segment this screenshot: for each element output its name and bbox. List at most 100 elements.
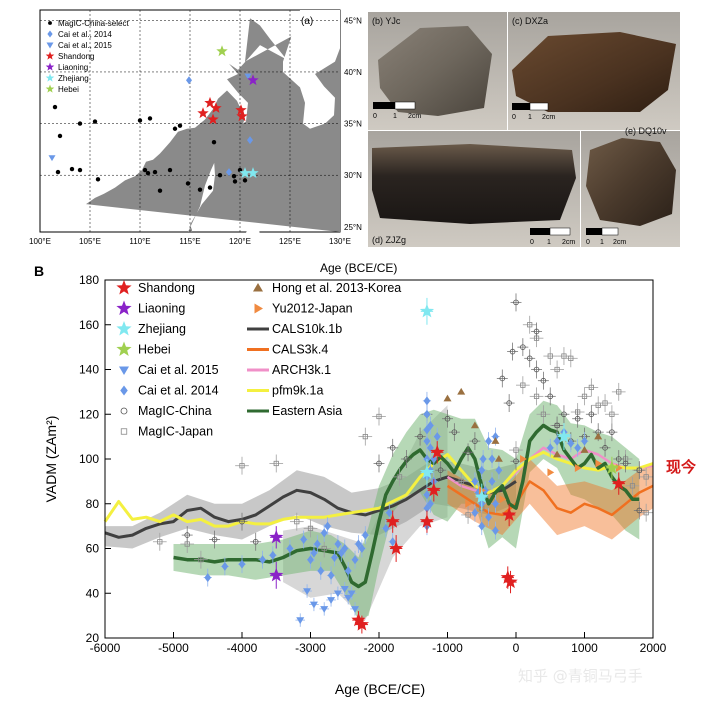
legend-label: CALS3k.4 (272, 343, 328, 357)
cai2014-point (358, 544, 366, 553)
map-lat-tick: 45°N (344, 16, 362, 25)
cai2014-point (567, 438, 575, 448)
star-liaoning (269, 567, 284, 582)
map-point-magic (197, 187, 203, 192)
cai2015-point (344, 594, 353, 602)
yu-japan-point (595, 459, 603, 468)
star-shandong (389, 541, 404, 555)
rock-sample-d (372, 144, 576, 224)
magic-china-point (451, 429, 458, 435)
map-point-magic (231, 174, 237, 179)
present-annotation: 现今 (666, 458, 696, 476)
legend-label: Hong et al. 2013-Korea (272, 281, 401, 295)
magic-china-point (547, 393, 554, 400)
magic-china-point (444, 415, 451, 422)
map-point-magic (137, 118, 143, 123)
map-lat-tick: 35°N (344, 120, 362, 129)
cai2015-point (309, 601, 318, 609)
map-legend-label: Hebei (58, 85, 79, 94)
cai2014-point (327, 570, 335, 580)
map-point-magic (152, 169, 158, 175)
eastern-asia-band (173, 400, 640, 621)
map-legend-marker (45, 62, 55, 71)
map-star-shandong (236, 110, 248, 122)
magic-china-point (472, 438, 478, 444)
cai2014-point (423, 425, 431, 435)
cai2014-point (337, 548, 345, 558)
legend-marker-cai (120, 385, 128, 396)
y-tick-label: 40 (86, 586, 100, 600)
x-tick-label: 1000 (571, 641, 598, 655)
legend-marker-cai (119, 366, 129, 375)
magic-japan-point (527, 322, 533, 328)
map-point-magic (172, 126, 178, 131)
x-axis-label: Age (BCE/CE) (335, 681, 425, 697)
rock-sample-b (378, 26, 492, 116)
scale-one: 1 (528, 114, 532, 121)
yu-japan-point (499, 495, 507, 504)
magic-japan-point (581, 393, 588, 399)
map-lat-tick: 40°N (344, 68, 362, 77)
x-tick-label: -2000 (364, 641, 395, 655)
cai2014-point (423, 490, 431, 500)
y-tick-label: 180 (79, 273, 99, 287)
cai2014-point (259, 555, 266, 565)
chart-axes: -6000 -5000 -4000 -3000 -2000 -1000 0 1000 2000 2… (79, 273, 667, 655)
star-shandong (419, 514, 435, 528)
map-point-magic (92, 119, 98, 124)
photo-panel-c: (c) DXZa 0 1 2cm (508, 12, 680, 130)
map-lon-tick: 105°E (79, 237, 101, 246)
magic-china-point (184, 532, 191, 538)
legend-label: Eastern Asia (272, 404, 342, 418)
magic-japan-point (239, 463, 245, 469)
map-point-cai2014 (247, 136, 253, 145)
scale-one: 1 (393, 113, 397, 120)
hong-korea-point (494, 455, 503, 462)
magic-china-point (574, 415, 581, 422)
photo-grid: (b) YJc 0 1 2cm (c) DXZa 0 1 2cm (d) ZJZ… (368, 12, 680, 247)
magic-china-point (615, 456, 622, 462)
magic-japan-point (362, 434, 368, 440)
map-panel-label: (a) (301, 16, 313, 27)
x-tick-label: -3000 (295, 641, 326, 655)
magic-japan-point (157, 539, 163, 545)
magic-japan-point (273, 460, 279, 467)
map-lon-tick: 110°E (129, 237, 150, 246)
star-zhejiang (556, 429, 572, 443)
cai2014-point (269, 550, 277, 560)
map-point-magic (57, 133, 63, 139)
cai2014-point (361, 530, 369, 540)
map-point-cai2015 (48, 155, 56, 162)
cai2014-point (471, 508, 479, 518)
magic-japan-point (458, 478, 464, 484)
map-legend-marker (45, 73, 55, 82)
cai2014-point (553, 436, 561, 446)
star-hebei (604, 460, 619, 474)
y-tick-label: 120 (79, 407, 99, 421)
hong-korea-point (491, 437, 500, 444)
cai2014-point (320, 528, 328, 538)
map-legend-label: Cai et al., 2015 (58, 41, 112, 50)
magic-japan-point (629, 483, 636, 489)
magic-japan-point (513, 447, 519, 453)
cai2014-point (331, 552, 338, 562)
cai2014-point (310, 548, 318, 558)
legend-label: Shandong (138, 281, 195, 295)
map-point-magic (95, 177, 101, 182)
magic-china-point (561, 411, 567, 418)
map-legend-label: Liaoning (58, 63, 88, 72)
cai2014-point (344, 566, 352, 576)
cai2014-point (479, 454, 487, 464)
scale-zero: 0 (373, 113, 377, 120)
cai2014-point (341, 544, 349, 553)
map-point-magic (77, 121, 83, 126)
map-point-magic (69, 166, 75, 172)
magic-china-point (376, 460, 382, 467)
star-liaoning (269, 529, 284, 544)
star-shandong (503, 574, 518, 589)
magic-japan-point (609, 411, 615, 417)
magic-china-point (403, 456, 410, 462)
legend-label: Yu2012-Japan (272, 302, 353, 316)
cai2014-point (495, 465, 503, 475)
